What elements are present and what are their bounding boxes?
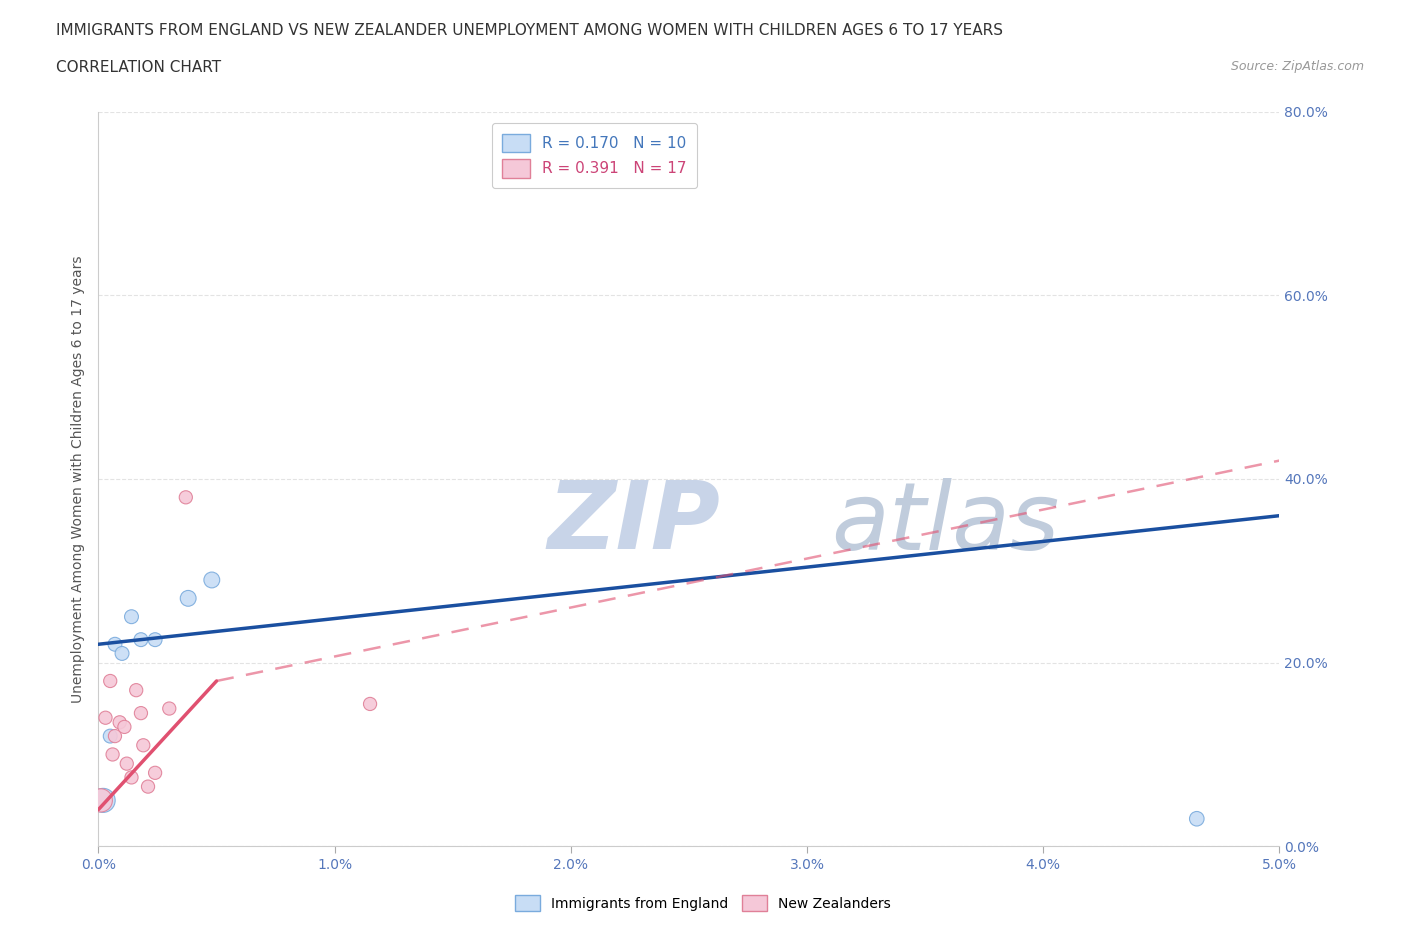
Point [101,747,124,762]
Point [174,490,197,505]
Point [177,591,200,605]
Legend: R = 0.170   N = 10, R = 0.391   N = 17: R = 0.170 N = 10, R = 0.391 N = 17 [492,123,697,189]
Point [143,632,166,647]
Point [111,646,134,661]
Point [129,632,152,647]
Point [157,701,180,716]
Point [121,609,143,624]
Point [98,673,121,688]
Point [359,697,381,711]
Point [143,765,166,780]
Point [104,729,127,744]
Text: Source: ZipAtlas.com: Source: ZipAtlas.com [1230,60,1364,73]
Point [91,793,114,808]
Point [129,706,152,721]
Point [98,729,121,744]
Point [201,573,224,588]
Point [125,683,148,698]
Point [112,720,135,735]
Text: IMMIGRANTS FROM ENGLAND VS NEW ZEALANDER UNEMPLOYMENT AMONG WOMEN WITH CHILDREN : IMMIGRANTS FROM ENGLAND VS NEW ZEALANDER… [56,23,1004,38]
Legend: Immigrants from England, New Zealanders: Immigrants from England, New Zealanders [508,887,898,919]
Point [1185,811,1208,826]
Point [108,715,131,730]
Point [115,756,138,771]
Text: ZIP: ZIP [547,477,720,569]
Point [132,737,155,752]
Point [136,779,159,794]
Point [121,770,143,785]
Point [94,711,117,725]
Text: atlas: atlas [831,477,1059,568]
Y-axis label: Unemployment Among Women with Children Ages 6 to 17 years: Unemployment Among Women with Children A… [72,255,86,703]
Point [104,637,127,652]
Text: CORRELATION CHART: CORRELATION CHART [56,60,221,75]
Point [90,793,112,808]
